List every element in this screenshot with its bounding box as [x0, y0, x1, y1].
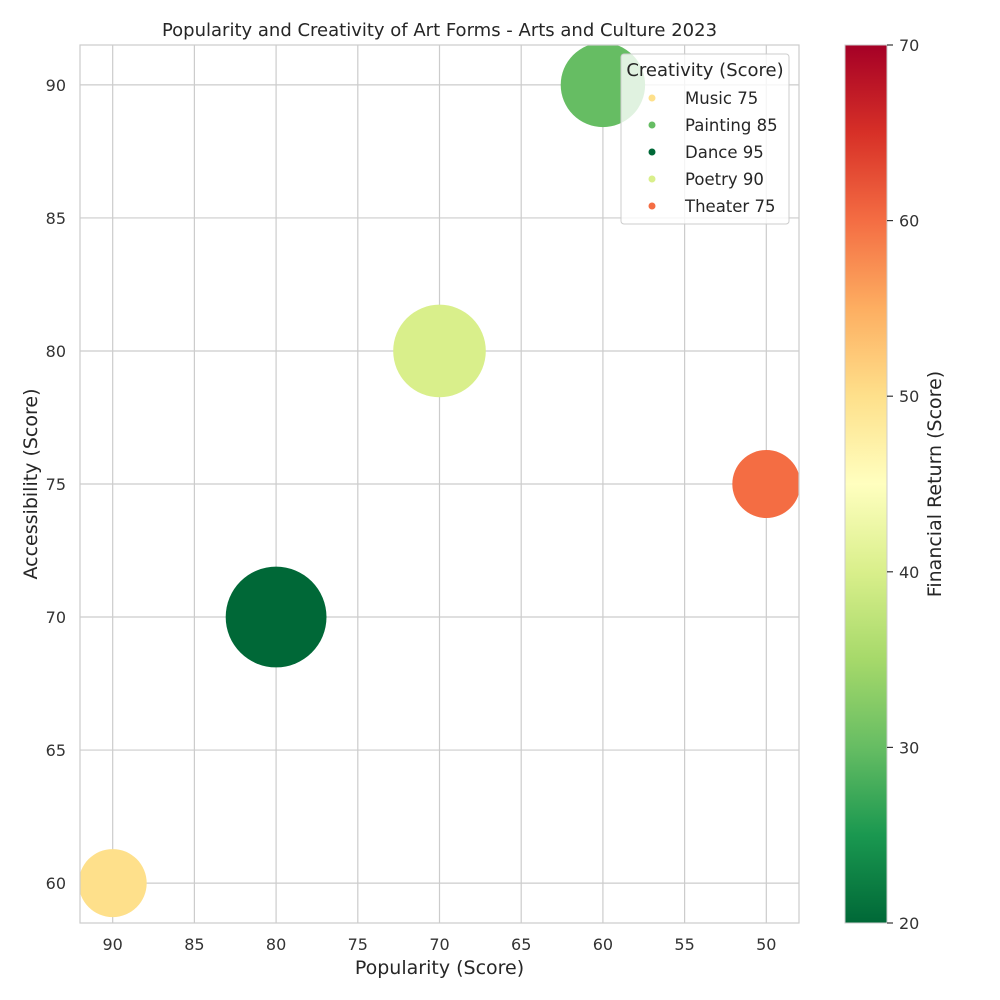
y-tick-label: 90	[46, 76, 66, 95]
x-tick-label: 55	[674, 935, 694, 954]
legend-label: Music 75	[685, 89, 758, 108]
colorbar-tick-label: 50	[899, 387, 919, 406]
legend-marker	[649, 149, 656, 156]
legend-marker	[649, 176, 656, 183]
x-tick-label: 80	[266, 935, 286, 954]
x-tick-label: 85	[184, 935, 204, 954]
legend-marker	[649, 122, 656, 129]
colorbar-tick-label: 40	[899, 563, 919, 582]
bubble-dance	[226, 567, 327, 668]
legend-label: Poetry 90	[685, 170, 764, 189]
legend-title: Creativity (Score)	[626, 60, 783, 81]
bubble-theater	[732, 450, 800, 518]
y-tick-label: 70	[46, 608, 66, 627]
chart-title: Popularity and Creativity of Art Forms -…	[162, 20, 717, 41]
y-tick-label: 60	[46, 874, 66, 893]
y-tick-label: 85	[46, 209, 66, 228]
colorbar: Financial Return (Score) 20 30 40 50 60 70	[845, 36, 946, 933]
colorbar-tick-label: 60	[899, 212, 919, 231]
colorbar-gradient	[845, 45, 887, 923]
x-tick-labels: 90 85 80 75 70 65 60 55 50	[103, 935, 777, 954]
y-tick-labels: 60 65 70 75 80 85 90	[46, 76, 66, 893]
bubble-music	[79, 849, 147, 917]
legend: Creativity (Score) Music 75 Painting 85 Da…	[621, 54, 789, 224]
y-axis-title: Accessibility (Score)	[20, 389, 42, 580]
legend-label: Painting 85	[685, 116, 778, 135]
legend-marker	[649, 203, 656, 210]
legend-label: Theater 75	[684, 197, 775, 216]
y-tick-label: 75	[46, 475, 66, 494]
x-tick-label: 90	[103, 935, 123, 954]
x-tick-label: 70	[429, 935, 449, 954]
y-tick-label: 80	[46, 342, 66, 361]
x-tick-label: 60	[593, 935, 613, 954]
colorbar-label: Financial Return (Score)	[924, 371, 946, 597]
colorbar-tick-label: 30	[899, 738, 919, 757]
y-tick-label: 65	[46, 741, 66, 760]
x-tick-label: 75	[348, 935, 368, 954]
legend-label: Dance 95	[685, 143, 764, 162]
colorbar-tick-label: 70	[899, 36, 919, 55]
colorbar-tick-label: 20	[899, 914, 919, 933]
legend-marker	[649, 95, 656, 102]
bubble-poetry	[393, 305, 486, 398]
x-tick-label: 50	[756, 935, 776, 954]
x-tick-label: 65	[511, 935, 531, 954]
x-axis-title: Popularity (Score)	[355, 957, 524, 979]
